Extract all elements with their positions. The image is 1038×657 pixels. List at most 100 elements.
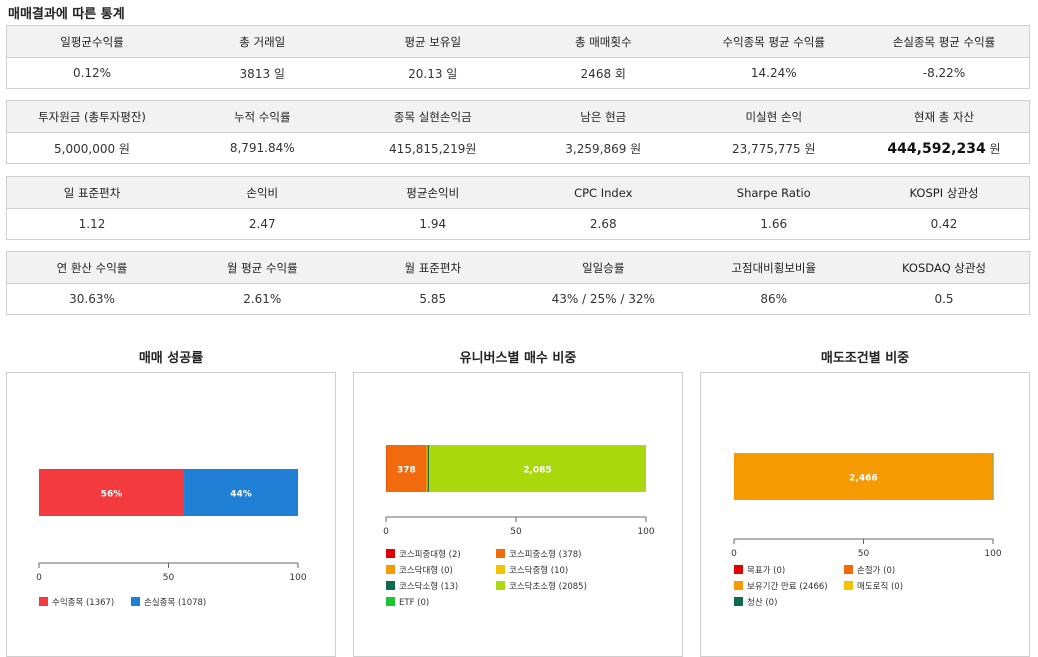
bar-segment-2 <box>734 453 993 500</box>
value-total-trading-days: 3813 일 <box>177 57 348 89</box>
legend-swatch <box>734 565 743 574</box>
header-total-assets: 현재 총 자산 <box>859 100 1030 133</box>
legend-label[interactable]: ETF (0) <box>399 598 429 608</box>
value-cumulative-return: 8,791.84% <box>177 132 348 164</box>
bar-label-1: 378 <box>397 466 416 476</box>
chart-title-universe-weight: 유니버스별 매수 비중 <box>459 351 577 366</box>
header-avg-holding-days: 평균 보유일 <box>347 25 518 58</box>
legend-swatch <box>496 581 505 590</box>
legend-swatch <box>734 581 743 590</box>
legend-label[interactable]: 코스닥소형 (13) <box>399 581 458 592</box>
legend-label[interactable]: 코스닥초소형 (2085) <box>509 581 587 592</box>
bar-label-1: 44% <box>230 490 252 500</box>
value-avg-profit-loss-ratio: 1.94 <box>347 208 518 240</box>
stats-table-2: 투자원금 (총투자평잔) 누적 수익률 종목 실현손익금 남은 현금 미실현 손… <box>6 100 1030 164</box>
legend-label[interactable]: 손실종목 (1078) <box>144 597 206 608</box>
legend-swatch <box>39 597 48 606</box>
header-cpc-index: CPC Index <box>518 176 689 209</box>
x-tick-label: 0 <box>383 527 389 537</box>
chart-panel-success-rate: 56% 44% 0 50 100 수익종목 (1367) 손실종목 (1078) <box>6 372 336 657</box>
legend-label[interactable]: 보유기간 만료 (2466) <box>747 581 828 592</box>
legend-label[interactable]: 코스피중대형 (2) <box>399 550 461 560</box>
header-sharpe-ratio: Sharpe Ratio <box>688 176 859 209</box>
bar-segment-3 <box>426 445 428 492</box>
value-profit-loss-ratio: 2.47 <box>177 208 348 240</box>
legend-label[interactable]: 손절가 (0) <box>857 566 895 576</box>
header-total-trading-days: 총 거래일 <box>177 25 348 58</box>
x-tick-label: 0 <box>731 549 737 559</box>
chart-title-sell-condition-weight: 매도조건별 비중 <box>820 351 910 366</box>
x-tick-label: 0 <box>36 573 42 583</box>
x-tick-label: 50 <box>510 527 522 537</box>
stats-table-4: 연 환산 수익률 월 평균 수익률 월 표준편차 일일승률 고점대비횡보비율 K… <box>6 251 1030 315</box>
legend-swatch <box>386 565 395 574</box>
value-cpc-index: 2.68 <box>518 208 689 240</box>
value-unrealized-pnl: 23,775,775 원 <box>688 132 859 164</box>
chart-panel-universe-weight: 378 2,085 0 50 100 코스피중대형 (2) 코스피중소형 (378) 코스닥대… <box>353 372 683 657</box>
bar-segment-1 <box>386 445 427 492</box>
value-sideways-ratio: 86% <box>688 283 859 315</box>
section-title: 매매결과에 따른 통계 <box>8 7 125 22</box>
header-kosdaq-correlation: KOSDAQ 상관성 <box>859 251 1030 284</box>
bar-label-0: 56% <box>101 490 123 500</box>
value-sharpe-ratio: 1.66 <box>688 208 859 240</box>
header-avg-profit-loss-ratio: 평균손익비 <box>347 176 518 209</box>
header-daily-stddev: 일 표준편차 <box>6 176 177 209</box>
value-total-assets: 444,592,234 원 <box>859 132 1030 164</box>
value-annualized-return: 30.63% <box>6 283 177 315</box>
header-daily-avg-return: 일평균수익률 <box>6 25 177 58</box>
header-realized-pnl: 종목 실현손익금 <box>347 100 518 133</box>
stats-table-3: 일 표준편차 손익비 평균손익비 CPC Index Sharpe Ratio … <box>6 176 1030 240</box>
value-daily-win-rate: 43% / 25% / 32% <box>518 283 689 315</box>
value-principal: 5,000,000 원 <box>6 132 177 164</box>
legend-label[interactable]: 수익종목 (1367) <box>52 597 114 608</box>
universe-weight-chart: 378 2,085 0 50 100 코스피중대형 (2) 코스피중소형 (378) 코스닥대… <box>383 445 655 608</box>
header-kospi-correlation: KOSPI 상관성 <box>859 176 1030 209</box>
sell-condition-weight-chart: 2,466 0 50 100 목표가 (0) 손절가 (0) 보유기간 만료 (2466) 매… <box>731 453 1002 608</box>
value-realized-pnl: 415,815,219원 <box>347 132 518 164</box>
legend-label[interactable]: 코스닥중형 (10) <box>509 565 568 576</box>
legend-label[interactable]: 목표가 (0) <box>747 566 785 576</box>
x-tick-label: 100 <box>289 573 306 583</box>
legend-label[interactable]: 매도로직 (0) <box>857 581 903 592</box>
x-tick-label: 50 <box>163 573 175 583</box>
value-daily-stddev: 1.12 <box>6 208 177 240</box>
legend-label[interactable]: 코스피중소형 (378) <box>509 550 581 560</box>
header-principal: 투자원금 (총투자평잔) <box>6 100 177 133</box>
value-win-avg-return: 14.24% <box>688 57 859 89</box>
chart-panel-sell-condition-weight: 2,466 0 50 100 목표가 (0) 손절가 (0) 보유기간 만료 (2466) 매… <box>700 372 1030 657</box>
value-kospi-correlation: 0.42 <box>859 208 1030 240</box>
stats-table-1: 일평균수익률 총 거래일 평균 보유일 총 매매횟수 수익종목 평균 수익률 손… <box>6 25 1030 89</box>
bar-label-2: 2,466 <box>849 474 877 484</box>
bar-segment-0 <box>39 469 185 516</box>
value-avg-holding-days: 20.13 일 <box>347 57 518 89</box>
legend-swatch <box>734 597 743 606</box>
x-tick-label: 100 <box>637 527 654 537</box>
chart-title-success-rate: 매매 성공률 <box>138 351 204 366</box>
legend-swatch <box>386 597 395 606</box>
bar-segment-1 <box>184 469 298 516</box>
legend-swatch <box>386 581 395 590</box>
legend-label[interactable]: 코스닥대형 (0) <box>399 565 453 576</box>
total-assets-amount: 444,592,234 <box>887 140 986 157</box>
bar-label-5: 2,085 <box>523 466 551 476</box>
total-assets-unit: 원 <box>989 141 1001 156</box>
legend-label[interactable]: 청산 (0) <box>747 597 777 608</box>
header-daily-win-rate: 일일승률 <box>518 251 689 284</box>
value-monthly-avg-return: 2.61% <box>177 283 348 315</box>
legend-swatch <box>496 565 505 574</box>
bar-segment-5 <box>428 445 646 492</box>
header-annualized-return: 연 환산 수익률 <box>6 251 177 284</box>
legend-swatch <box>386 549 395 558</box>
header-total-trades: 총 매매횟수 <box>518 25 689 58</box>
bar-segment-4 <box>427 445 429 492</box>
value-remaining-cash: 3,259,869 원 <box>518 132 689 164</box>
x-tick-label: 100 <box>984 549 1001 559</box>
bar-segment-4 <box>992 453 994 500</box>
header-monthly-avg-return: 월 평균 수익률 <box>177 251 348 284</box>
legend-swatch <box>844 581 853 590</box>
legend-swatch <box>131 597 140 606</box>
header-win-avg-return: 수익종목 평균 수익률 <box>688 25 859 58</box>
legend-swatch <box>496 549 505 558</box>
value-kosdaq-correlation: 0.5 <box>859 283 1030 315</box>
